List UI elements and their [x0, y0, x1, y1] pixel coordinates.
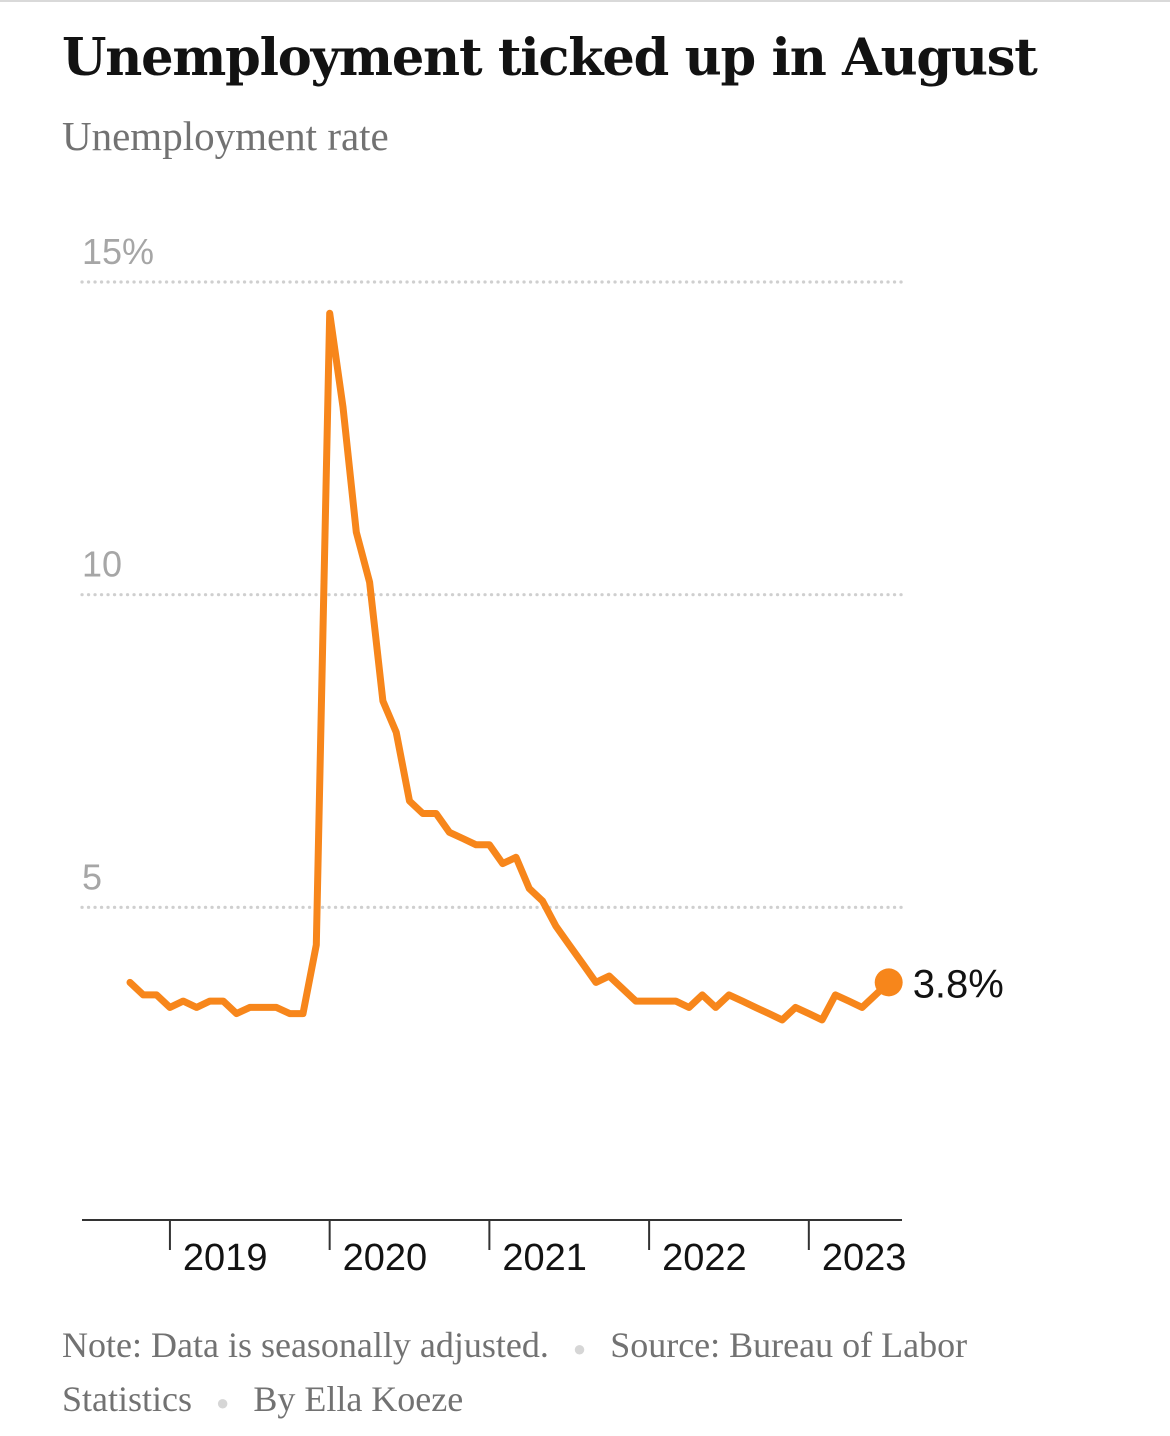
latest-value-marker: [874, 968, 903, 997]
x-tick-label: 2023: [822, 1237, 907, 1279]
top-divider: [0, 0, 1170, 2]
chart-subtitle: Unemployment rate: [62, 113, 389, 159]
x-tick-label: 2020: [343, 1237, 428, 1279]
unemployment-line-chart: 5 10 15% 2019 2020 2021 2022 2023 3.8%: [80, 231, 1004, 1279]
gridlines: [80, 280, 904, 909]
chart-headline: Unemployment ticked up in August: [62, 28, 1038, 88]
footer-separator: ●: [216, 1390, 230, 1416]
latest-value-label: 3.8%: [913, 962, 1004, 1006]
y-tick-label: 10: [82, 544, 122, 585]
footer-source: Source: Bureau of Labor Statistics: [62, 1325, 968, 1420]
x-tick-label: 2021: [502, 1237, 587, 1279]
x-axis: 2019 2020 2021 2022 2023: [82, 1219, 907, 1279]
series-layer: 3.8%: [126, 309, 1004, 1024]
series-line: [126, 309, 893, 1024]
y-tick-label: 15%: [82, 231, 154, 272]
y-axis-labels: 5 10 15%: [82, 231, 154, 897]
footer-note: Note: Data is seasonally adjusted.: [62, 1325, 549, 1365]
x-tick-label: 2022: [662, 1237, 747, 1279]
footer-separator: ●: [572, 1336, 587, 1362]
chart-footer: Note: Data is seasonally adjusted. ● Sourc…: [62, 1320, 1122, 1428]
x-tick-label: 2019: [183, 1237, 268, 1279]
footer-byline: By Ella Koeze: [253, 1379, 464, 1420]
y-tick-label: 5: [82, 856, 102, 897]
